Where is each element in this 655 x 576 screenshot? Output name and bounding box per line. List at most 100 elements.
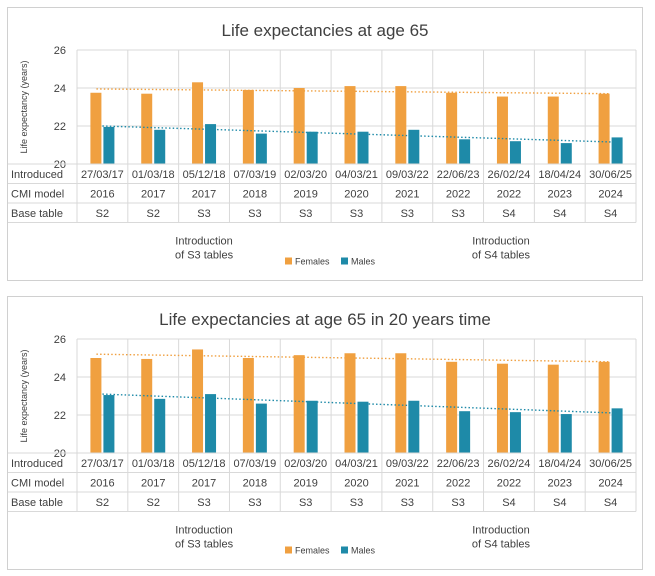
table-cell: 2024 <box>598 188 622 200</box>
table-cell: 2017 <box>141 477 165 489</box>
table-cell: 2023 <box>548 188 572 200</box>
bar-females <box>293 355 305 453</box>
table-cell: 2017 <box>141 188 165 200</box>
chart-panel-life-expectancy-65-in-20-years: Life expectancies at age 65 in 20 years … <box>7 296 643 570</box>
table-cell: S3 <box>248 497 261 509</box>
bar-males <box>306 131 318 164</box>
legend-swatch-females <box>285 257 292 265</box>
table-row-label: Base table <box>11 497 63 509</box>
bar-females <box>141 358 153 453</box>
table-cell: 2017 <box>192 188 216 200</box>
chart-life-expectancy-65-in-20-years: Life expectancies at age 65 in 20 years … <box>8 310 637 556</box>
y-tick-label: 26 <box>54 45 66 57</box>
table-cell: 2020 <box>344 188 368 200</box>
annotation-text: of S4 tables <box>472 539 531 551</box>
bar-females <box>344 86 356 164</box>
table-row-label: CMI model <box>11 188 64 200</box>
y-tick-label: 22 <box>54 410 66 422</box>
bar-males <box>255 403 267 453</box>
table-cell: 07/03/19 <box>233 458 276 470</box>
table-cell: S3 <box>350 497 363 509</box>
table-cell: S4 <box>553 497 566 509</box>
bar-males <box>509 412 521 453</box>
bar-females <box>344 353 356 453</box>
bar-males <box>611 408 623 453</box>
annotation-text: Introduction <box>472 525 529 537</box>
bar-males <box>459 139 471 164</box>
table-cell: 18/04/24 <box>538 458 581 470</box>
y-tick-label: 22 <box>54 121 66 133</box>
table-cell: S3 <box>451 497 464 509</box>
y-tick-label: 24 <box>54 83 66 95</box>
annotation-text: of S3 tables <box>175 250 234 262</box>
table-cell: 30/06/25 <box>589 458 632 470</box>
bar-males <box>154 129 166 164</box>
bar-males <box>306 400 318 453</box>
annotation-text: Introduction <box>175 525 232 537</box>
table-cell: S4 <box>553 208 566 220</box>
table-cell: S3 <box>350 208 363 220</box>
table-cell: 2018 <box>243 188 267 200</box>
y-tick-label: 20 <box>54 159 66 171</box>
bar-males <box>509 141 521 164</box>
y-axis-label: Life expectancy (years) <box>19 349 29 442</box>
table-cell: S4 <box>604 497 617 509</box>
table-cell: 01/03/18 <box>132 169 175 181</box>
bar-males <box>205 124 217 164</box>
trendline-females <box>96 88 611 95</box>
bar-males <box>408 129 420 164</box>
table-cell: S4 <box>604 208 617 220</box>
table-cell: S3 <box>299 497 312 509</box>
table-cell: 22/06/23 <box>437 458 480 470</box>
legend-label-males: Males <box>351 546 376 556</box>
chart-life-expectancy-65: Life expectancies at age 65 Life expectan… <box>8 21 637 267</box>
bar-males <box>255 133 267 164</box>
table-row-label: Introduced <box>11 169 63 181</box>
bar-males <box>154 398 166 453</box>
table-cell: 22/06/23 <box>437 169 480 181</box>
table-row-label: Base table <box>11 208 63 220</box>
legend-label-females: Females <box>295 257 330 267</box>
table-cell: 05/12/18 <box>183 169 226 181</box>
table-cell: 2017 <box>192 477 216 489</box>
bar-males <box>103 395 115 453</box>
bar-males <box>103 126 115 164</box>
chart-title: Life expectancies at age 65 in 20 years … <box>159 310 491 329</box>
table-cell: 26/02/24 <box>488 458 531 470</box>
bar-females <box>446 92 458 164</box>
table-cell: 2019 <box>293 477 317 489</box>
y-tick-label: 24 <box>54 372 66 384</box>
table-cell: S2 <box>96 497 109 509</box>
table-cell: S4 <box>502 497 515 509</box>
legend-label-males: Males <box>351 257 376 267</box>
table-cell: S3 <box>299 208 312 220</box>
bar-males <box>357 131 369 164</box>
annotation-text: of S3 tables <box>175 539 234 551</box>
annotation-text: Introduction <box>175 236 232 248</box>
bar-males <box>408 400 420 453</box>
bar-females <box>395 353 407 453</box>
table-row-label: CMI model <box>11 477 64 489</box>
table-cell: 05/12/18 <box>183 458 226 470</box>
chart-panel-life-expectancy-65: Life expectancies at age 65 Life expectan… <box>7 7 643 281</box>
bar-females <box>446 361 458 453</box>
trendline-males <box>102 393 617 414</box>
bar-females <box>242 358 254 453</box>
bar-females <box>395 86 407 164</box>
table-cell: 18/04/24 <box>538 169 581 181</box>
chart-title: Life expectancies at age 65 <box>222 21 429 40</box>
bar-females <box>141 93 153 164</box>
table-cell: S3 <box>401 208 414 220</box>
table-cell: 2022 <box>446 477 470 489</box>
legend-swatch-males <box>341 546 348 554</box>
table-row-label: Introduced <box>11 458 63 470</box>
table-cell: 2020 <box>344 477 368 489</box>
table-cell: 04/03/21 <box>335 458 378 470</box>
annotation-text: of S4 tables <box>472 250 531 262</box>
bar-females <box>242 89 254 164</box>
table-cell: 2022 <box>446 188 470 200</box>
table-cell: 2021 <box>395 477 419 489</box>
table-cell: 26/02/24 <box>488 169 531 181</box>
table-cell: 2022 <box>497 477 521 489</box>
bar-females <box>90 358 102 453</box>
